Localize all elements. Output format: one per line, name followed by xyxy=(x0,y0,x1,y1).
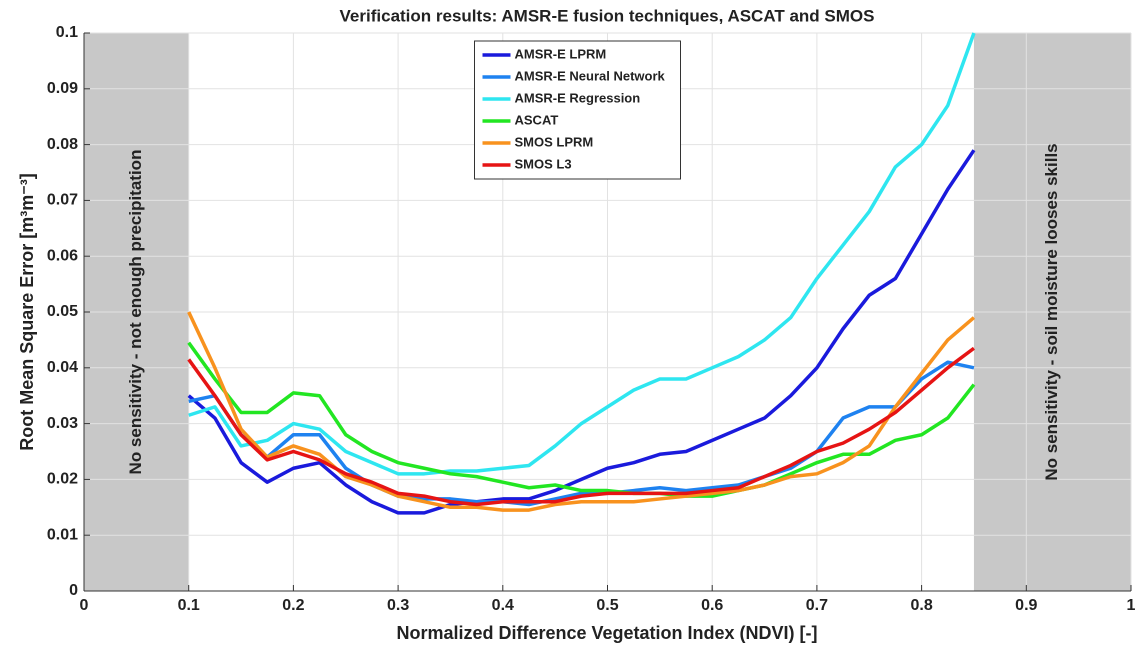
x-tick-label: 0.2 xyxy=(282,597,304,614)
x-tick-label: 0.3 xyxy=(387,597,409,614)
region-annotation: No sensitivity - not enough precipitatio… xyxy=(126,150,145,475)
y-tick-label: 0.02 xyxy=(47,471,78,488)
x-tick-label: 0.5 xyxy=(596,597,618,614)
data-line xyxy=(188,32,976,476)
y-tick-label: 0 xyxy=(69,582,78,599)
y-axis-label: Root Mean Square Error [m³m⁻³] xyxy=(17,173,37,451)
legend-box xyxy=(474,40,681,180)
legend: AMSR-E LPRM AMSR-E Neural Network AMSR-E R… xyxy=(474,40,681,180)
region-annotation: No sensitivity - soil moisture looses sk… xyxy=(1042,143,1061,480)
y-tick-label: 0.04 xyxy=(47,359,78,376)
chart-title: Verification results: AMSR-E fusion tech… xyxy=(340,6,875,25)
legend-label: AMSR-E Regression xyxy=(515,90,641,105)
legend-label: AMSR-E Neural Network xyxy=(515,68,666,83)
y-tick-label: 0.09 xyxy=(47,80,78,97)
x-tick-label: 0.1 xyxy=(178,597,200,614)
data-line xyxy=(187,341,976,498)
y-tick-label: 0.07 xyxy=(47,192,78,209)
y-tick-label: 0.01 xyxy=(47,526,78,543)
legend-label: AMSR-E LPRM xyxy=(515,46,607,61)
x-tick-label: 0.7 xyxy=(806,597,828,614)
data-line xyxy=(188,360,975,507)
legend-label: SMOS L3 xyxy=(515,156,572,171)
x-axis-label: Normalized Difference Vegetation Index (… xyxy=(396,623,817,643)
x-tick-label: 0.4 xyxy=(492,597,514,614)
x-tick-label: 1 xyxy=(1127,597,1135,614)
legend-label: ASCAT xyxy=(515,112,559,127)
x-tick-label: 0.6 xyxy=(701,597,723,614)
x-tick-label: 0 xyxy=(80,597,89,614)
x-tick-label: 0.8 xyxy=(910,597,932,614)
y-tick-label: 0.1 xyxy=(56,24,78,41)
y-tick-label: 0.08 xyxy=(47,136,78,153)
x-tick-label: 0.9 xyxy=(1015,597,1037,614)
data-line xyxy=(187,346,975,507)
data-line xyxy=(187,311,976,512)
y-tick-label: 0.05 xyxy=(47,303,78,320)
data-line xyxy=(187,149,976,515)
y-tick-label: 0.03 xyxy=(47,415,78,432)
legend-label: SMOS LPRM xyxy=(515,134,594,149)
y-tick-label: 0.06 xyxy=(47,247,78,264)
